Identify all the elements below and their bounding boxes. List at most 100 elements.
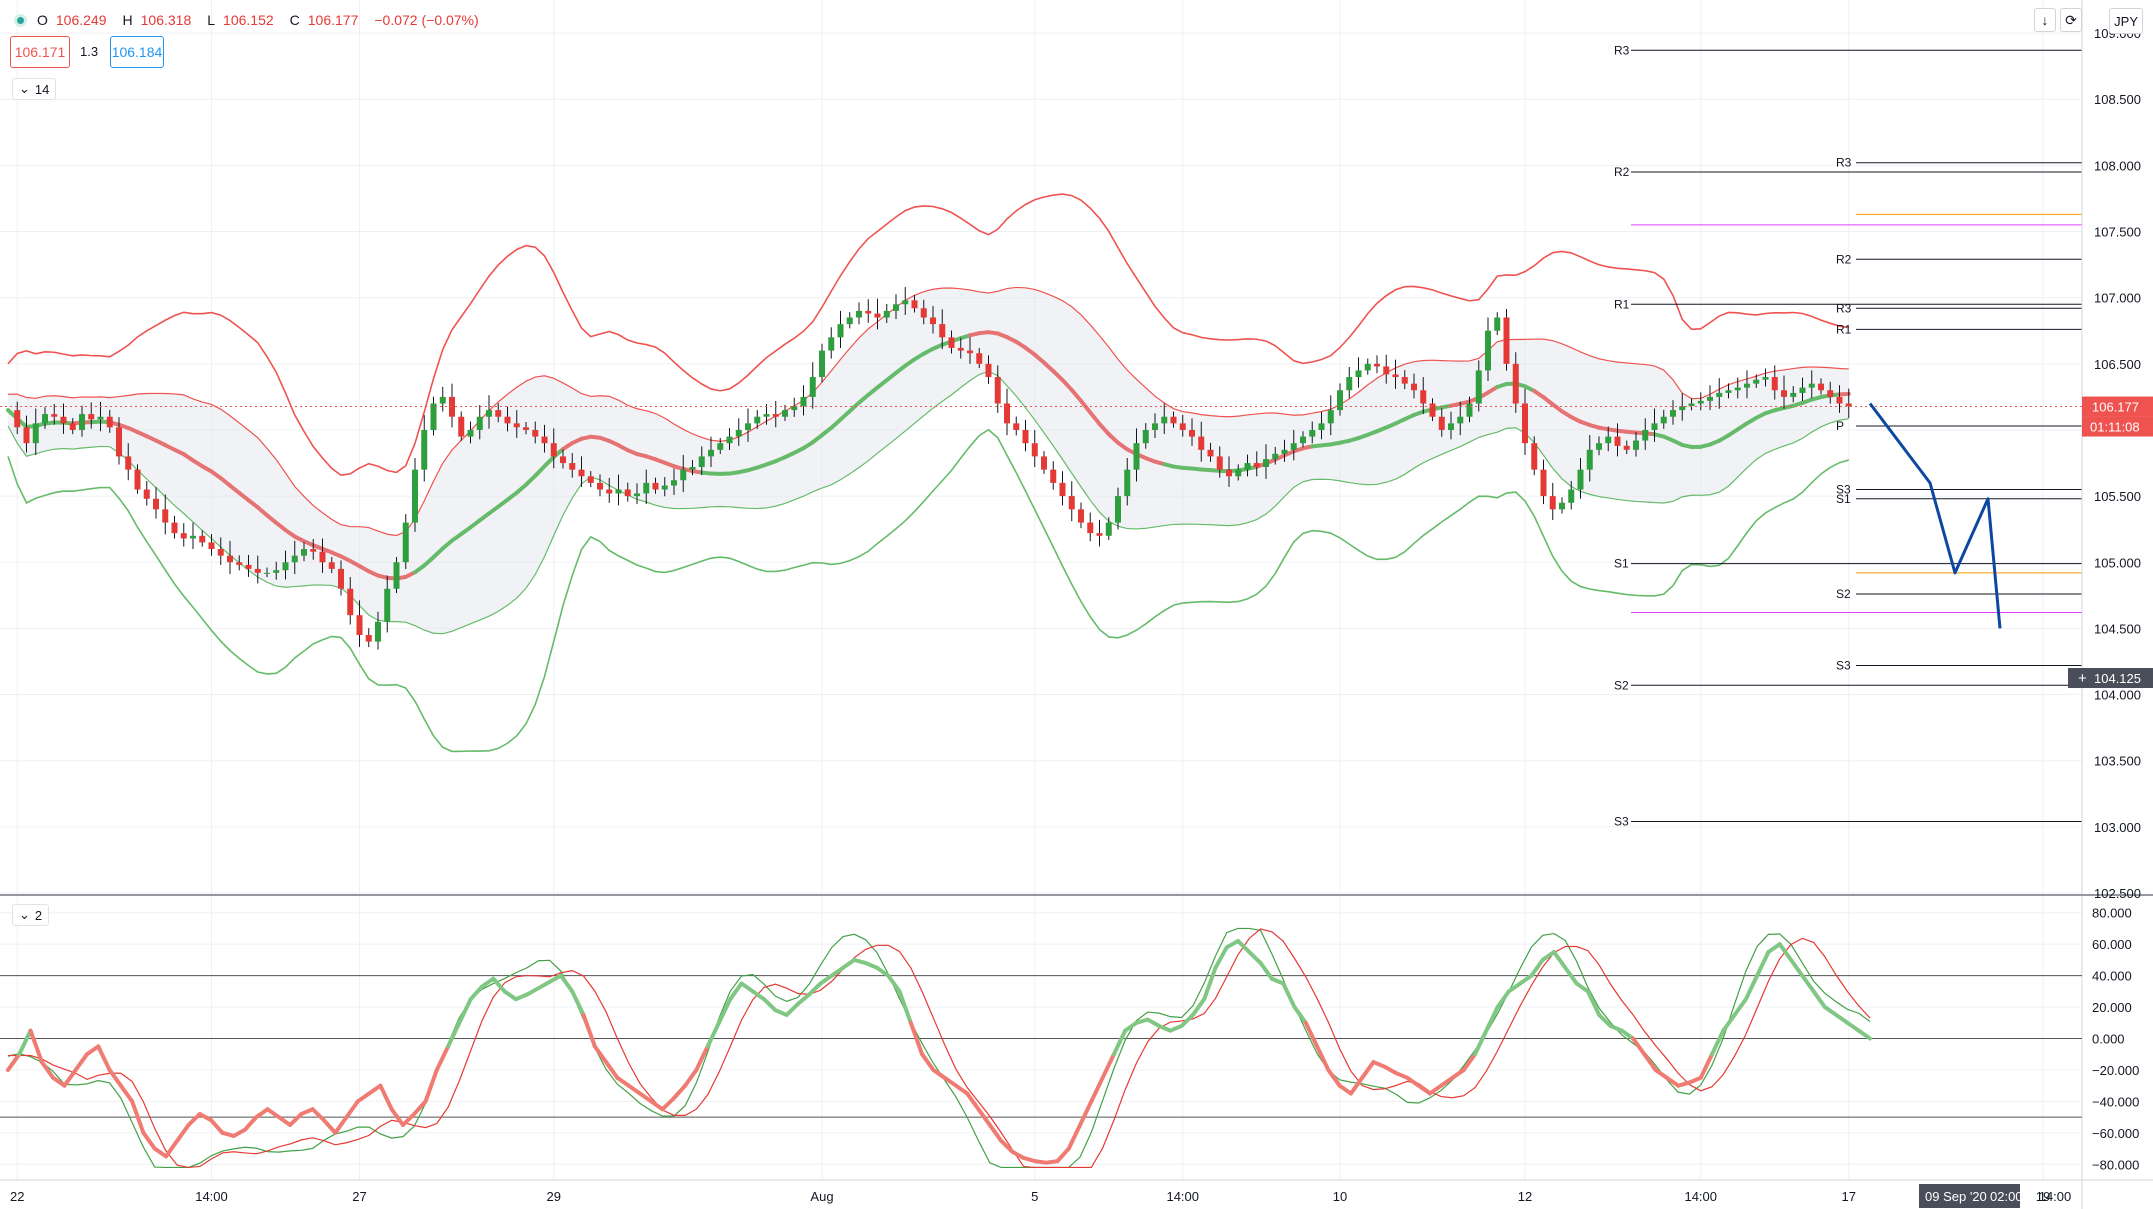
oscillator-main-line bbox=[829, 965, 846, 978]
oscillator-main-line bbox=[479, 976, 496, 989]
oscillator-main-line bbox=[637, 1091, 654, 1104]
oscillator-main-line bbox=[660, 1096, 676, 1112]
crosshair-clock-text: 02:00 bbox=[1990, 1189, 2023, 1204]
oscillator-main-line bbox=[107, 1067, 123, 1088]
candle-body bbox=[1013, 423, 1020, 430]
oscillator-main-line bbox=[762, 997, 778, 1013]
oscillator-main-line bbox=[1427, 1083, 1444, 1096]
moving-average-line bbox=[1837, 391, 1851, 397]
low-value: 106.152 bbox=[223, 12, 274, 28]
oscillator-main-line bbox=[423, 1067, 439, 1104]
oscillator-tick-label: −60.000 bbox=[2092, 1126, 2139, 1141]
candle-body bbox=[1059, 482, 1066, 497]
candle-body bbox=[606, 489, 613, 494]
time-tick-label: 22 bbox=[10, 1189, 24, 1204]
oscillator-main-line bbox=[96, 1044, 112, 1072]
candle-body bbox=[97, 416, 104, 420]
pivot-label: R3 bbox=[1836, 156, 1852, 170]
oscillator-main-line bbox=[908, 1020, 925, 1057]
price-tick-label: 108.500 bbox=[2094, 92, 2141, 107]
oscillator-main-line bbox=[694, 1044, 710, 1072]
candle-body bbox=[1253, 463, 1260, 468]
candle-body bbox=[1105, 522, 1112, 536]
candle-body bbox=[1244, 463, 1251, 470]
oscillator-main-line bbox=[1766, 942, 1782, 955]
oscillator-main-line bbox=[1303, 1020, 1320, 1049]
oscillator-pane-collapse-toggle[interactable]: ⌄ 2 bbox=[12, 904, 50, 926]
candle-body bbox=[1226, 469, 1232, 477]
inner-lower-band bbox=[7, 370, 1849, 635]
crosshair-price-text: 104.125 bbox=[2094, 671, 2141, 686]
oscillator-main-line bbox=[1258, 961, 1274, 981]
candle-body bbox=[504, 416, 511, 424]
oscillator-main-line bbox=[1777, 942, 1794, 962]
download-button[interactable]: ↓ bbox=[2034, 8, 2056, 32]
oscillator-main-line bbox=[1743, 973, 1760, 1002]
candle-body bbox=[976, 353, 983, 364]
oscillator-main-line bbox=[1698, 1052, 1715, 1080]
candle-body bbox=[1115, 496, 1121, 523]
oscillator-main-line bbox=[1563, 965, 1579, 986]
moving-average-line bbox=[514, 482, 528, 495]
oscillator-main-line bbox=[84, 1044, 101, 1057]
oscillator-main-line bbox=[1450, 1067, 1466, 1080]
candle-body bbox=[1281, 449, 1288, 454]
pivot-label: S1 bbox=[1836, 492, 1851, 506]
oscillator-main-line bbox=[502, 989, 518, 1002]
inner-upper-band bbox=[8, 286, 1849, 537]
candle-body bbox=[1633, 440, 1639, 450]
oscillator-main-line bbox=[570, 989, 586, 1017]
oscillator-main-line bbox=[1405, 1075, 1421, 1088]
oscillator-main-line bbox=[547, 973, 563, 984]
candle-body bbox=[1540, 469, 1547, 497]
countdown-tag bbox=[2082, 416, 2153, 437]
candle-body bbox=[1753, 379, 1760, 384]
candle-body bbox=[162, 509, 169, 523]
close-label: C bbox=[289, 12, 300, 28]
reset-button[interactable]: ⟳ bbox=[2060, 8, 2082, 32]
oscillator-main-line bbox=[897, 989, 913, 1025]
candle-body bbox=[384, 588, 391, 622]
oscillator-main-line bbox=[626, 1083, 642, 1096]
candle-body bbox=[1836, 396, 1843, 404]
oscillator-main-line bbox=[321, 1118, 338, 1135]
high-value: 106.318 bbox=[140, 12, 192, 28]
candle-body bbox=[347, 588, 354, 616]
oscillator-main-line bbox=[558, 973, 575, 994]
candle-body bbox=[513, 423, 520, 428]
candle-body bbox=[375, 621, 381, 642]
pivot-label: R3 bbox=[1836, 301, 1852, 315]
candle-body bbox=[1355, 370, 1362, 378]
candle-body bbox=[1808, 383, 1815, 388]
candle-body bbox=[1411, 383, 1417, 391]
sell-price-button[interactable]: 106.171 bbox=[10, 36, 70, 68]
candle-body bbox=[717, 443, 724, 450]
oscillator-main-line bbox=[1597, 1012, 1613, 1028]
main-pane-collapse-toggle[interactable]: ⌄ 14 bbox=[12, 78, 57, 100]
candle-body bbox=[1392, 374, 1399, 378]
oscillator-main-line bbox=[976, 1107, 992, 1127]
candle-body bbox=[319, 551, 326, 563]
oscillator-main-line bbox=[62, 1067, 78, 1088]
candle-body bbox=[1818, 383, 1824, 391]
oscillator-main-line bbox=[739, 981, 755, 994]
candle-body bbox=[1494, 317, 1501, 331]
time-tick-label: 14:00 bbox=[195, 1189, 228, 1204]
moving-average-line bbox=[533, 464, 547, 478]
oscillator-main-line bbox=[1755, 950, 1771, 978]
candle-body bbox=[550, 443, 557, 457]
oscillator-main-line bbox=[1089, 1075, 1105, 1104]
open-label: O bbox=[37, 12, 48, 28]
candle-body bbox=[227, 555, 233, 563]
candle-body bbox=[1031, 443, 1038, 457]
candle-body bbox=[180, 533, 187, 539]
candle-body bbox=[1577, 469, 1584, 490]
oscillator-main-line bbox=[457, 997, 473, 1025]
pivot-label: R1 bbox=[1614, 297, 1630, 311]
oscillator-main-line bbox=[1856, 1028, 1872, 1041]
candle-body bbox=[125, 456, 132, 470]
oscillator-main-line bbox=[1055, 1146, 1071, 1164]
buy-price-button[interactable]: 106.184 bbox=[110, 36, 164, 68]
oscillator-main-line bbox=[310, 1107, 326, 1123]
